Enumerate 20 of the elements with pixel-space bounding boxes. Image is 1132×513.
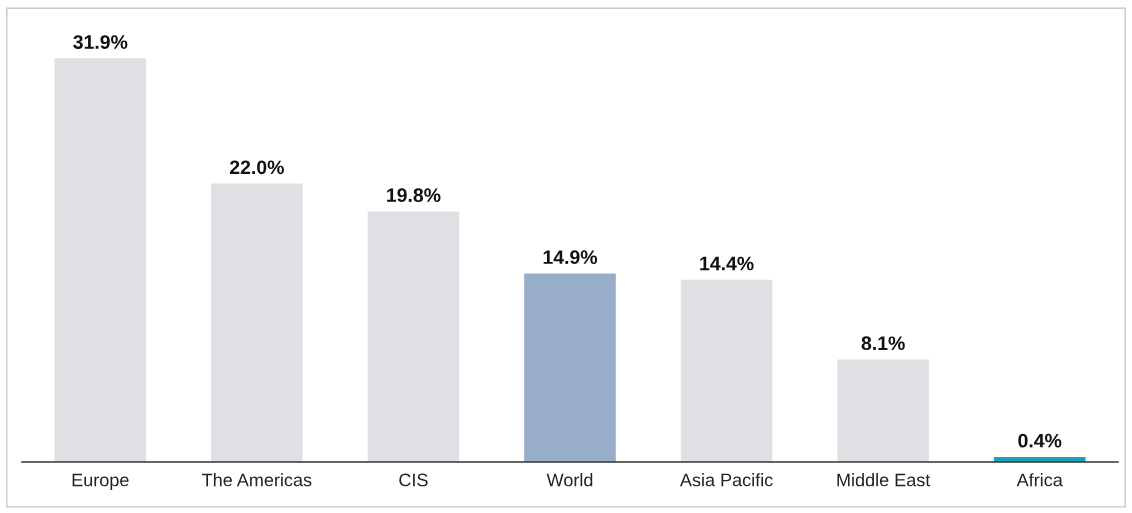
bar [54, 58, 147, 462]
x-tick-label: Europe [72, 473, 129, 490]
x-tick-label: CIS [399, 473, 428, 487]
data-label: 14.4% [700, 256, 754, 271]
bar [524, 273, 616, 462]
data-label: 0.4% [1018, 433, 1062, 448]
data-label: 22.0% [229, 160, 284, 175]
bar [211, 183, 303, 462]
data-label: 19.8% [387, 188, 441, 203]
x-tick-label: World [546, 473, 593, 487]
x-tick-label: Africa [1016, 473, 1063, 487]
bar [680, 279, 773, 462]
x-tick-label: The Americas [202, 473, 312, 487]
data-label: 8.1% [861, 336, 905, 351]
data-label: 31.9% [73, 35, 128, 49]
bar [367, 211, 460, 462]
data-label: 14.9% [543, 250, 598, 265]
x-tick-label: Middle East [837, 473, 931, 487]
x-tick-label: Asia Pacific [679, 473, 773, 487]
bar [837, 359, 929, 462]
